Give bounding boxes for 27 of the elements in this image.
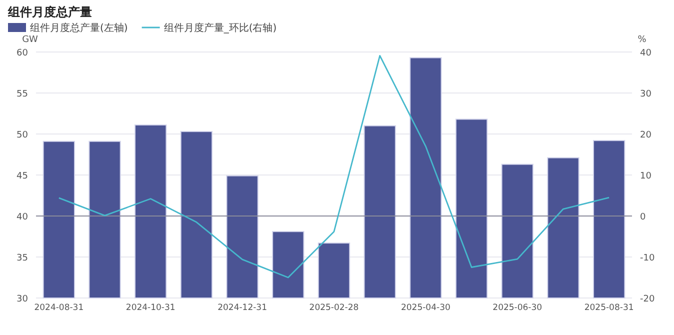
x-tick-label: 2025-06-30 xyxy=(492,303,542,313)
y-tick-label: 45 xyxy=(16,172,28,182)
y-tick-label: 60 xyxy=(16,48,28,58)
y-tick-label: 35 xyxy=(16,254,28,264)
chart-title: 组件月度总产量 xyxy=(7,5,92,19)
y2-tick-label: -10 xyxy=(640,254,655,264)
y2-tick-label: 30 xyxy=(640,90,652,100)
x-tick-label: 2024-10-31 xyxy=(126,303,176,313)
x-tick-label: 2025-02-28 xyxy=(309,303,359,313)
line-series xyxy=(58,54,610,278)
y-axis-title: GW xyxy=(22,35,38,45)
x-tick-label: 2024-12-31 xyxy=(218,303,268,313)
legend-label: 组件月度产量_环比(右轴) xyxy=(164,22,277,34)
y2-axis-title: % xyxy=(638,35,647,45)
y-tick-label: 50 xyxy=(16,130,28,140)
x-tick-label: 2024-08-31 xyxy=(34,303,84,313)
y2-tick-label: 20 xyxy=(640,130,652,140)
x-tick-label: 2025-08-31 xyxy=(584,303,634,313)
x-tick-label: 2025-04-30 xyxy=(400,303,450,313)
y2-tick-label: 40 xyxy=(640,48,652,58)
y2-tick-label: 0 xyxy=(640,212,646,222)
y-tick-label: 30 xyxy=(16,294,28,304)
y2-tick-label: -20 xyxy=(640,294,655,304)
y-tick-label: 55 xyxy=(16,90,28,100)
y-tick-label: 40 xyxy=(16,212,28,222)
y2-tick-label: 10 xyxy=(640,172,652,182)
legend-label: 组件月度总产量(左轴) xyxy=(30,22,128,34)
